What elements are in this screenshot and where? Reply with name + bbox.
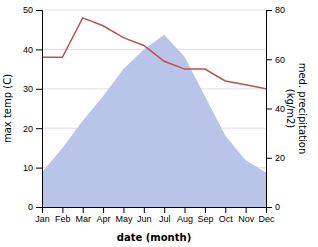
tick: Oct: [219, 207, 234, 224]
tick-mark: [266, 59, 272, 60]
tick: Jun: [137, 207, 152, 224]
tick-label: Jul: [159, 214, 171, 224]
tick: Feb: [55, 207, 71, 224]
tick: Apr: [97, 207, 111, 224]
tick-mark: [266, 10, 272, 11]
x-axis-title: date (month): [117, 232, 191, 243]
tick-mark: [36, 49, 42, 50]
tick-label: 20: [275, 153, 285, 163]
tick-mark: [164, 207, 165, 213]
tick-label: 40: [23, 45, 33, 55]
temperature-line: [42, 18, 266, 89]
tick: 30: [23, 84, 42, 94]
y-axis-title: max temp (C): [2, 74, 13, 143]
tick-label: Aug: [177, 214, 193, 224]
tick: 60: [266, 55, 285, 65]
tick: May: [115, 207, 133, 224]
precipitation-area: [42, 35, 266, 207]
tick-label: Nov: [238, 214, 255, 224]
tick-mark: [266, 158, 272, 159]
tick-label: 40: [275, 104, 285, 114]
tick-label: 10: [23, 163, 33, 173]
tick-label: 60: [275, 55, 285, 65]
tick-mark: [36, 89, 42, 90]
tick-mark: [205, 207, 206, 213]
tick-mark: [266, 109, 272, 110]
tick: 50: [23, 5, 42, 15]
tick: Sep: [197, 207, 213, 224]
y2-axis-title-line: (kg/m2): [285, 89, 296, 129]
y2-axis: 0 20 40 60 80: [266, 5, 285, 212]
tick-label: 80: [275, 5, 285, 15]
tick: 0: [28, 202, 42, 212]
axis-line: [43, 208, 267, 214]
tick-mark: [62, 207, 63, 213]
grid-line: [42, 10, 266, 11]
tick: Aug: [177, 207, 193, 224]
tick-mark: [36, 10, 42, 11]
tick: Dec: [258, 207, 275, 224]
tick: 20: [23, 124, 42, 134]
tick: 80: [266, 5, 285, 15]
tick-label: May: [115, 214, 133, 224]
tick: 40: [266, 104, 285, 114]
tick-mark: [246, 207, 247, 213]
axis-line: [36, 11, 43, 208]
tick-label: Jan: [35, 214, 50, 224]
tick-mark: [225, 207, 226, 213]
tick-label: Dec: [258, 214, 275, 224]
x-axis: Jan Feb Mar Apr May Jun Jul Aug Sep Oct NovDec: [35, 207, 275, 224]
tick-label: 0: [275, 202, 280, 212]
tick-label: 20: [23, 124, 33, 134]
tick-label: Apr: [97, 214, 111, 224]
tick-mark: [36, 168, 42, 169]
tick-mark: [123, 207, 124, 213]
tick-label: Feb: [55, 214, 71, 224]
tick-label: 0: [28, 202, 33, 212]
tick: 20: [266, 153, 285, 163]
tick-mark: [36, 207, 42, 208]
tick-label: Jun: [137, 214, 152, 224]
tick-label: 50: [23, 5, 33, 15]
plot: JanFebMarAprMayJunJulAugSepOctNovDec0102…: [23, 5, 285, 224]
tick: 0: [266, 202, 280, 212]
tick-mark: [103, 207, 104, 213]
tick-label: Sep: [197, 214, 213, 224]
tick-mark: [185, 207, 186, 213]
axis-line: [267, 11, 273, 208]
tick: Jan: [35, 207, 50, 224]
tick-mark: [266, 207, 272, 208]
tick-label: Oct: [219, 214, 234, 224]
marks: [42, 18, 266, 207]
tick: 10: [23, 163, 42, 173]
tick: Jul: [159, 207, 171, 224]
chart: JanFebMarAprMayJunJulAugSepOctNovDec0102…: [0, 0, 318, 247]
tick-mark: [144, 207, 145, 213]
y2-axis-title-line: med. precipitation: [297, 63, 308, 155]
tick: Mar: [75, 207, 91, 224]
y-axis: 0 10 20 30 40 50: [23, 5, 43, 212]
tick: Nov: [238, 207, 255, 224]
y2-axis-title: med. precipitation(kg/m2): [285, 63, 308, 155]
tick-label: Mar: [75, 214, 91, 224]
grid: [42, 10, 266, 207]
tick-mark: [36, 128, 42, 129]
tick-label: 30: [23, 84, 33, 94]
tick: 40: [23, 45, 42, 55]
tick-mark: [83, 207, 84, 213]
